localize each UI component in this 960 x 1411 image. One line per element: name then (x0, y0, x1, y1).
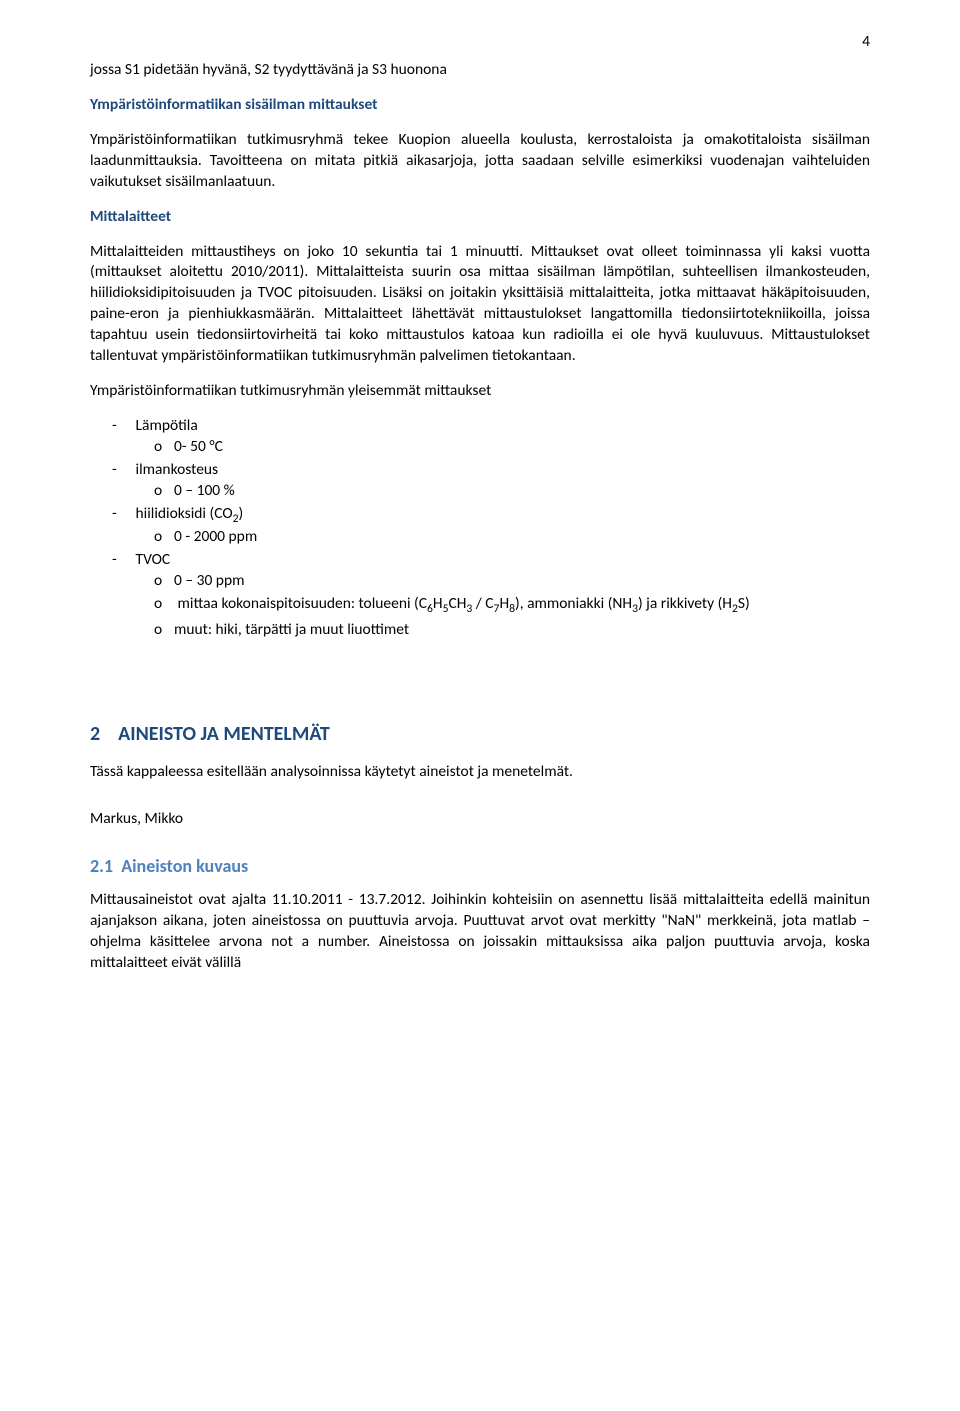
list-item: 0 – 100 % (174, 481, 870, 502)
measurement-label: TVOC (136, 550, 171, 569)
list-item: muut: hiki, tärpätti ja muut liuottimet (174, 620, 870, 641)
section-title: AINEISTO JA MENTELMÄT (118, 722, 330, 746)
authors: Markus, Mikko (90, 809, 870, 830)
heading-measurements: Ympäristöinformatiikan sisäilman mittauk… (90, 95, 870, 116)
list-item: Lämpötila 0- 50 °C (132, 416, 870, 458)
list-item: 0- 50 °C (174, 437, 870, 458)
heading-devices: Mittalaitteet (90, 207, 870, 228)
list-item: 0 - 2000 ppm (174, 527, 870, 548)
measurement-label: ilmankosteus (136, 460, 219, 479)
sublist: 0 – 100 % (132, 481, 870, 502)
list-item: hiilidioksidi (CO2) 0 - 2000 ppm (132, 504, 870, 549)
section-number: 2 (90, 721, 100, 748)
sublist: 0- 50 °C (132, 437, 870, 458)
list-item: 0 – 30 ppm (174, 571, 870, 592)
page-number: 4 (862, 32, 870, 53)
paragraph-common-measurements: Ympäristöinformatiikan tutkimusryhmän yl… (90, 381, 870, 402)
list-item: ilmankosteus 0 – 100 % (132, 460, 870, 502)
section-2-heading: 2 AINEISTO JA MENTELMÄT (90, 721, 870, 748)
sublist: 0 - 2000 ppm (132, 527, 870, 548)
paragraph-devices: Mittalaitteiden mittaustiheys on joko 10… (90, 242, 870, 368)
subsection-number: 2.1 (90, 855, 113, 877)
measurement-label: hiilidioksidi (CO2) (136, 504, 244, 523)
section-2-intro: Tässä kappaleessa esitellään analysoinni… (90, 762, 870, 783)
section-2-1-paragraph: Mittausaineistot ovat ajalta 11.10.2011 … (90, 890, 870, 974)
sublist: 0 – 30 ppm mittaa kokonaispitoisuuden: t… (132, 571, 870, 641)
list-item: mittaa kokonaispitoisuuden: tolueeni (C6… (174, 594, 870, 618)
measurement-list: Lämpötila 0- 50 °C ilmankosteus 0 – 100 … (90, 416, 870, 641)
intro-line: jossa S1 pidetään hyvänä, S2 tyydyttävän… (90, 60, 870, 81)
subsection-title: Aineiston kuvaus (121, 855, 248, 877)
section-2-1-heading: 2.1 Aineiston kuvaus (90, 854, 870, 878)
paragraph-research-group: Ympäristöinformatiikan tutkimusryhmä tek… (90, 130, 870, 193)
list-item: TVOC 0 – 30 ppm mittaa kokonaispitoisuud… (132, 550, 870, 641)
measurement-label: Lämpötila (136, 416, 198, 435)
